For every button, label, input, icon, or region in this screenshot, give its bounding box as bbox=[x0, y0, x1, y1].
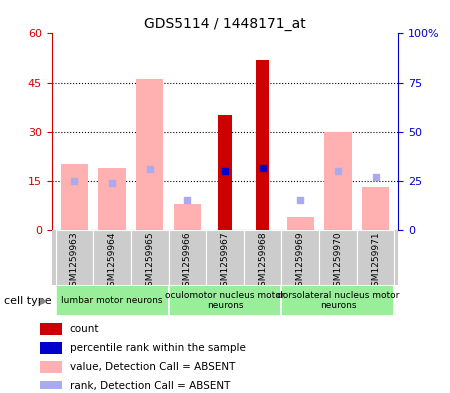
Bar bbox=[324, 132, 351, 230]
Bar bbox=[93, 230, 131, 285]
Bar bbox=[168, 285, 282, 316]
Bar bbox=[99, 168, 126, 230]
Text: cell type: cell type bbox=[4, 296, 52, 306]
Bar bbox=[319, 230, 357, 285]
Point bbox=[221, 168, 229, 174]
Point bbox=[334, 168, 342, 174]
Title: GDS5114 / 1448171_at: GDS5114 / 1448171_at bbox=[144, 17, 306, 31]
Bar bbox=[131, 230, 168, 285]
Point bbox=[146, 166, 153, 172]
Text: count: count bbox=[70, 324, 99, 334]
Text: GSM1259968: GSM1259968 bbox=[258, 231, 267, 292]
Text: GSM1259971: GSM1259971 bbox=[371, 231, 380, 292]
Bar bbox=[40, 362, 62, 373]
Text: GSM1259969: GSM1259969 bbox=[296, 231, 305, 292]
Bar bbox=[136, 79, 163, 230]
Point bbox=[108, 180, 116, 186]
Point bbox=[71, 178, 78, 184]
Point bbox=[259, 165, 266, 171]
Text: GSM1259965: GSM1259965 bbox=[145, 231, 154, 292]
Bar bbox=[55, 285, 168, 316]
Point bbox=[372, 174, 379, 180]
Text: lumbar motor neurons: lumbar motor neurons bbox=[61, 296, 163, 305]
Text: ▶: ▶ bbox=[40, 296, 47, 306]
Text: GSM1259966: GSM1259966 bbox=[183, 231, 192, 292]
Text: GSM1259970: GSM1259970 bbox=[333, 231, 342, 292]
Text: percentile rank within the sample: percentile rank within the sample bbox=[70, 343, 246, 353]
Bar bbox=[174, 204, 201, 230]
Bar bbox=[55, 230, 93, 285]
Text: GSM1259963: GSM1259963 bbox=[70, 231, 79, 292]
Text: value, Detection Call = ABSENT: value, Detection Call = ABSENT bbox=[70, 362, 235, 372]
Bar bbox=[206, 230, 244, 285]
Bar bbox=[282, 285, 395, 316]
Bar bbox=[40, 342, 62, 354]
Text: dorsolateral nucleus motor
neurons: dorsolateral nucleus motor neurons bbox=[277, 291, 399, 310]
Bar bbox=[282, 230, 319, 285]
Text: GSM1259967: GSM1259967 bbox=[220, 231, 230, 292]
Bar bbox=[362, 187, 389, 230]
Text: GSM1259964: GSM1259964 bbox=[108, 231, 117, 292]
Text: rank, Detection Call = ABSENT: rank, Detection Call = ABSENT bbox=[70, 381, 230, 391]
Bar bbox=[287, 217, 314, 230]
Point bbox=[184, 197, 191, 204]
Bar bbox=[218, 115, 232, 230]
Point bbox=[297, 197, 304, 204]
Text: oculomotor nucleus motor
neurons: oculomotor nucleus motor neurons bbox=[165, 291, 285, 310]
Bar bbox=[168, 230, 206, 285]
Bar bbox=[40, 380, 62, 392]
Bar bbox=[40, 323, 62, 334]
Bar bbox=[357, 230, 395, 285]
Bar bbox=[61, 164, 88, 230]
Bar bbox=[244, 230, 282, 285]
Bar bbox=[256, 60, 270, 230]
